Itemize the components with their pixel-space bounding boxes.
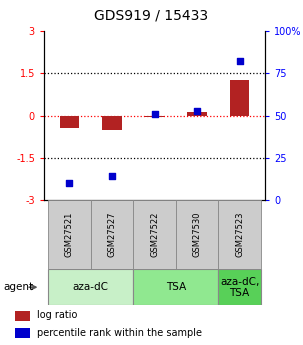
Bar xyxy=(218,200,261,269)
Bar xyxy=(188,112,207,116)
Text: GSM27527: GSM27527 xyxy=(108,212,116,257)
Text: aza-dC,
TSA: aza-dC, TSA xyxy=(220,277,259,298)
Text: GSM27523: GSM27523 xyxy=(235,212,244,257)
Text: percentile rank within the sample: percentile rank within the sample xyxy=(37,328,202,337)
Text: log ratio: log ratio xyxy=(37,310,78,320)
Point xyxy=(152,111,157,117)
Bar xyxy=(218,269,261,305)
Bar xyxy=(60,116,79,128)
Text: TSA: TSA xyxy=(166,282,186,292)
Point xyxy=(67,180,72,186)
Bar xyxy=(48,269,133,305)
Bar xyxy=(133,269,218,305)
Text: GSM27530: GSM27530 xyxy=(193,212,201,257)
Bar xyxy=(15,310,30,321)
Text: GSM27521: GSM27521 xyxy=(65,212,74,257)
Bar xyxy=(176,200,218,269)
Bar xyxy=(102,116,122,130)
Text: aza-dC: aza-dC xyxy=(73,282,109,292)
Point xyxy=(195,108,199,113)
Bar xyxy=(91,200,133,269)
Bar xyxy=(230,79,249,116)
Bar xyxy=(48,200,91,269)
Bar xyxy=(145,116,164,117)
Bar xyxy=(133,200,176,269)
Text: GDS919 / 15433: GDS919 / 15433 xyxy=(95,9,208,22)
Text: agent: agent xyxy=(3,282,33,292)
Bar xyxy=(15,328,30,338)
Text: GSM27522: GSM27522 xyxy=(150,212,159,257)
Point xyxy=(110,174,115,179)
Point xyxy=(237,59,242,64)
